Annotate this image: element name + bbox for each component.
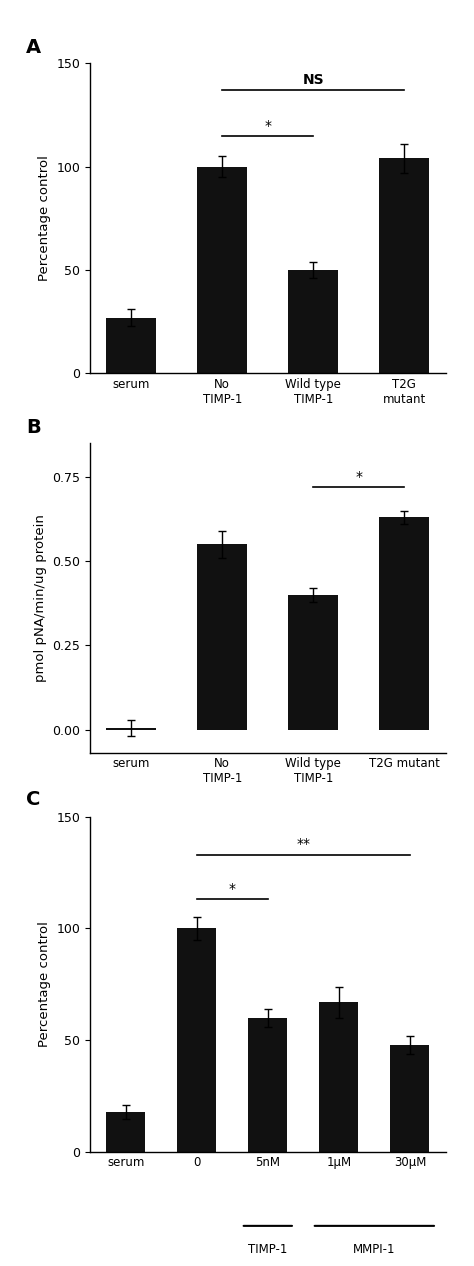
Bar <box>248 1018 287 1152</box>
Text: A: A <box>26 38 41 57</box>
Bar <box>288 595 338 729</box>
Bar <box>197 544 247 729</box>
Text: Cycloheximide (50μM): Cycloheximide (50μM) <box>235 485 392 498</box>
Y-axis label: Percentage control: Percentage control <box>38 156 51 281</box>
Bar <box>390 1044 429 1152</box>
Text: Cycloheximide (50μM): Cycloheximide (50μM) <box>235 865 392 877</box>
Text: MMPI-1: MMPI-1 <box>353 1243 396 1256</box>
Bar <box>379 518 429 729</box>
Text: **: ** <box>296 837 310 851</box>
Text: TIMP-1: TIMP-1 <box>248 1243 288 1256</box>
Bar <box>177 928 216 1152</box>
Text: *: * <box>356 470 362 484</box>
Text: NS: NS <box>302 73 324 87</box>
Y-axis label: Percentage control: Percentage control <box>38 922 51 1047</box>
Bar <box>106 318 156 373</box>
Text: C: C <box>26 790 40 809</box>
Bar <box>106 1112 146 1152</box>
Text: B: B <box>26 418 41 437</box>
Text: *: * <box>229 882 236 896</box>
Bar <box>379 158 429 373</box>
Bar <box>319 1003 358 1152</box>
Bar <box>106 728 156 729</box>
Text: *: * <box>264 119 271 133</box>
Bar <box>288 270 338 373</box>
Bar <box>197 167 247 373</box>
Y-axis label: pmol pNA/min/ug protein: pmol pNA/min/ug protein <box>34 514 47 682</box>
